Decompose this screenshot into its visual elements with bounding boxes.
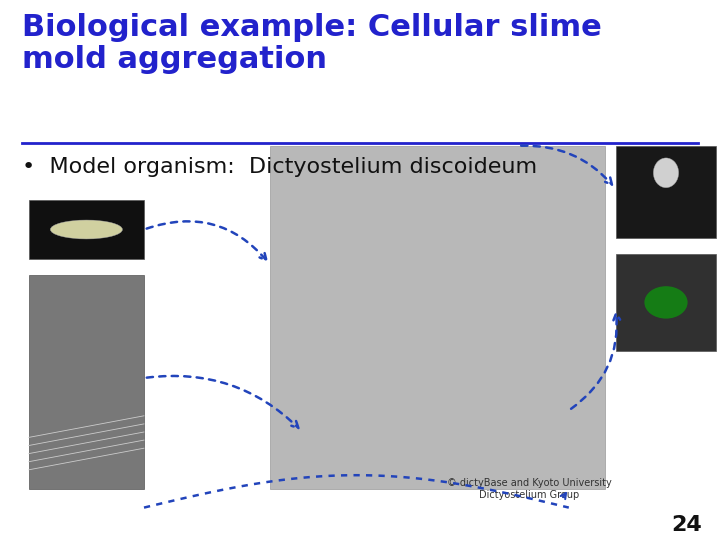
Ellipse shape [50, 220, 122, 239]
Bar [29, 275, 144, 489]
Bar [616, 146, 716, 238]
Text: •  Model organism:  Dictyostelium discoideum: • Model organism: Dictyostelium discoide… [22, 157, 536, 177]
Ellipse shape [654, 158, 679, 187]
Text: © dictyBase and Kyoto University
Dictyostelium Group: © dictyBase and Kyoto University Dictyos… [447, 478, 611, 500]
Text: Biological example: Cellular slime
mold aggregation: Biological example: Cellular slime mold … [22, 14, 601, 74]
Bar [616, 254, 716, 351]
Bar [270, 146, 605, 489]
Ellipse shape [644, 286, 688, 319]
Text: 24: 24 [671, 515, 702, 535]
Bar [29, 200, 144, 259]
